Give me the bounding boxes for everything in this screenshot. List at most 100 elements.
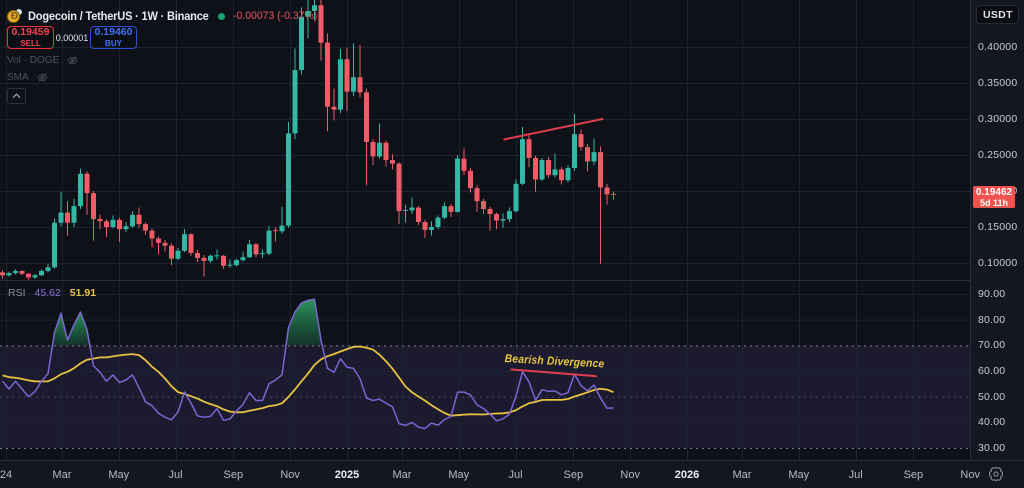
candle-body: [572, 134, 577, 168]
buy-button[interactable]: 0.19460 BUY: [90, 26, 137, 49]
candle-body: [403, 209, 408, 211]
rsi-overbought-fill: [52, 312, 90, 346]
candle-body: [208, 255, 213, 261]
candle-body: [78, 173, 83, 207]
time-axis-label: May: [448, 468, 470, 481]
candle-body: [565, 167, 571, 181]
spread-value: 0.00001: [55, 32, 89, 43]
candle-body: [305, 11, 311, 17]
price-trendline: [503, 118, 604, 141]
candle-body: [455, 158, 460, 212]
candle-body: [487, 209, 493, 215]
candle-body: [13, 270, 18, 274]
eye-off-icon[interactable]: [36, 71, 49, 84]
candle-body: [533, 157, 538, 180]
candle-body: [52, 222, 57, 268]
candle-body: [383, 142, 389, 161]
candle-body: [370, 142, 376, 157]
rsi-ma-value: 51.91: [69, 287, 97, 299]
time-axis-label: 2025: [334, 468, 360, 481]
settings-gear-icon[interactable]: [988, 466, 1004, 482]
sma-indicator-label: SMA: [7, 72, 29, 83]
candle-body: [539, 160, 545, 180]
candle-body: [292, 70, 298, 134]
price-axis-label: 0.35000: [978, 77, 1018, 89]
sell-price: 0.19459: [11, 26, 50, 39]
indicator-row-sma[interactable]: SMA: [7, 71, 322, 84]
candle-body: [312, 5, 317, 11]
candle-body: [273, 230, 278, 232]
time-axis-label: May: [108, 468, 130, 481]
candle-body: [299, 16, 304, 71]
candle-body: [19, 270, 25, 274]
candle-body: [390, 160, 395, 164]
buy-price: 0.19460: [94, 26, 133, 39]
rsi-legend[interactable]: RSI 45.62 51.91: [8, 287, 96, 299]
candle-body: [71, 206, 77, 223]
candle-body: [526, 139, 532, 158]
candle-body: [507, 211, 512, 220]
candle-body: [117, 219, 122, 230]
rsi-axis-label: 80.00: [978, 313, 1006, 326]
time-axis[interactable]: 24 Mar May Jul Sep Nov 2025 Mar May Jul Sep Nov 2026…: [0, 460, 1024, 488]
time-axis-label: Sep: [563, 468, 584, 481]
rsi-overbought-fill: [286, 299, 323, 346]
candle-body: [214, 255, 220, 257]
last-price: 0.19462: [975, 187, 1013, 198]
time-axis-label: Nov: [620, 468, 640, 481]
price-axis[interactable]: 0.400000.350000.300000.250000.200000.150…: [970, 0, 1024, 460]
time-axis-label: Mar: [52, 468, 72, 481]
candle-body: [136, 214, 142, 225]
candle-body: [175, 250, 181, 259]
gridlines: [0, 0, 970, 460]
rsi-axis-label: 90.00: [978, 288, 1006, 300]
legend-collapse-button[interactable]: [7, 88, 26, 104]
candle-body: [468, 170, 473, 189]
time-axis-label: Sep: [223, 468, 244, 481]
market-status-dot[interactable]: [218, 12, 226, 20]
candle-body: [331, 106, 337, 110]
candle-body: [227, 264, 233, 266]
candle-body: [429, 227, 434, 230]
rsi-line: [1, 298, 614, 430]
time-axis-label: May: [788, 468, 810, 481]
candle-body: [435, 217, 441, 227]
candle-body: [598, 152, 603, 188]
candle-body: [448, 206, 454, 212]
symbol-title[interactable]: Dogecoin / TetherUS · 1W · Binance: [28, 9, 209, 23]
rsi-value: 45.62: [34, 287, 61, 299]
candle-body: [377, 142, 382, 157]
candle-body: [39, 270, 44, 276]
candle-body: [201, 257, 207, 261]
candle-body: [494, 214, 499, 221]
candle-body: [351, 77, 356, 92]
currency-dropdown[interactable]: USDT: [976, 5, 1019, 24]
candle-body: [149, 230, 155, 239]
candle-body: [143, 224, 148, 231]
time-axis-label: Jul: [848, 468, 863, 481]
rsi-trendline: [510, 368, 597, 378]
bar-countdown: 5d 11h: [979, 198, 1008, 208]
candle-body: [162, 242, 168, 246]
rsi-axis-label: 40.00: [978, 416, 1006, 429]
candle-body: [546, 160, 551, 176]
candle-body: [240, 257, 246, 261]
rsi-indicator-label: RSI: [8, 287, 26, 299]
time-axis-label: Mar: [392, 468, 412, 481]
rsi-band: [0, 345, 970, 449]
price-axis-label: 0.25000: [978, 149, 1018, 161]
candle-body: [611, 193, 616, 195]
candle-body: [84, 173, 90, 194]
candle-body: [169, 245, 174, 259]
candle-body: [286, 133, 291, 226]
candle-body: [416, 207, 421, 222]
candle-body: [552, 169, 558, 176]
eye-off-icon[interactable]: [66, 54, 79, 67]
indicator-row-volume[interactable]: Vol · DOGE: [7, 54, 322, 67]
chart-legend: Đ Dogecoin / TetherUS · 1W · Binance -0.…: [7, 7, 322, 104]
candle-body: [26, 273, 31, 278]
chevron-up-icon: [12, 93, 21, 99]
sell-button[interactable]: 0.19459 SELL: [7, 26, 54, 49]
candle-body: [97, 219, 103, 222]
candle-body: [91, 193, 96, 220]
